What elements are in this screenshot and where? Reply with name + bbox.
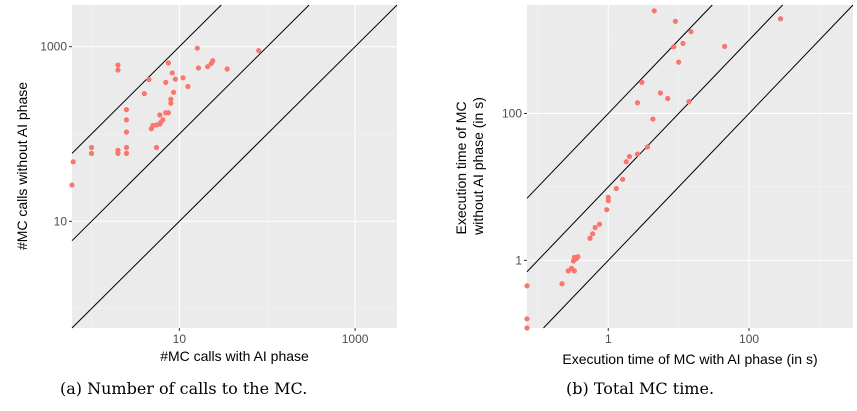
caption-a: (a) Number of calls to the MC. <box>60 379 307 398</box>
data-point <box>205 64 211 70</box>
data-point <box>194 45 200 51</box>
data-point <box>672 18 679 24</box>
data-point <box>170 89 177 95</box>
y-axis-title-b-line-2: without AI phase (in s) <box>470 97 486 236</box>
data-point <box>168 96 174 102</box>
data-point <box>680 40 686 47</box>
data-point <box>256 48 262 54</box>
data-point <box>590 231 596 237</box>
reference-line <box>71 4 398 329</box>
data-point <box>571 268 577 274</box>
reference-line <box>543 4 854 329</box>
data-point <box>160 117 166 123</box>
reference-lines-b <box>526 4 854 329</box>
y-tick-labels-a: 10 1000 <box>40 40 72 228</box>
data-point <box>88 150 95 156</box>
x-axis-title-b: Execution time of MC with AI phase (in s… <box>562 351 817 367</box>
x-tick-label: 100 <box>739 332 759 346</box>
data-point <box>651 8 657 14</box>
data-point <box>524 325 530 331</box>
data-point <box>88 144 95 151</box>
data-points-a <box>69 45 262 188</box>
x-tick-label: 10 <box>173 332 187 346</box>
data-point <box>123 150 130 156</box>
caption-b: (b) Total MC time. <box>566 379 714 398</box>
reference-line <box>526 4 713 199</box>
data-point <box>185 83 191 90</box>
data-point <box>123 144 130 151</box>
data-point <box>168 100 174 106</box>
data-point <box>115 62 121 68</box>
data-point <box>524 283 530 289</box>
data-point <box>626 153 633 160</box>
data-points-b <box>524 8 784 331</box>
data-point <box>644 144 651 150</box>
data-point <box>169 70 175 76</box>
data-point <box>70 159 76 165</box>
data-point <box>686 99 692 105</box>
data-point <box>639 79 645 86</box>
data-point <box>559 281 565 287</box>
x-tick-labels-a: 10 1000 <box>173 328 369 346</box>
data-point <box>141 91 147 97</box>
data-point <box>688 29 694 35</box>
data-point <box>722 43 728 49</box>
data-point <box>172 76 178 82</box>
y-axis-title-b: Execution time of MC without AI phase (i… <box>453 97 486 236</box>
data-point <box>665 95 671 102</box>
data-point <box>634 151 641 157</box>
y-tick-label: 1000 <box>40 40 67 54</box>
data-point <box>115 67 121 73</box>
data-point <box>634 100 641 106</box>
data-point <box>157 112 163 118</box>
data-point <box>623 159 629 165</box>
data-point <box>153 144 160 151</box>
data-point <box>195 65 202 71</box>
data-point <box>671 44 677 50</box>
data-point <box>676 59 682 65</box>
data-point <box>613 185 619 192</box>
data-point <box>777 16 784 22</box>
data-point <box>587 235 593 241</box>
data-point <box>210 58 216 64</box>
data-point <box>123 107 130 113</box>
data-point <box>596 221 603 227</box>
data-point <box>180 75 186 81</box>
data-point <box>605 194 611 201</box>
y-tick-label: 100 <box>502 106 522 120</box>
y-tick-label: 1 <box>515 253 522 267</box>
x-tick-label: 1000 <box>342 332 369 346</box>
y-axis-title-b-line-1: Execution time of MC <box>453 101 469 234</box>
data-point <box>115 147 121 153</box>
data-point <box>146 76 152 83</box>
x-tick-label: 1 <box>605 332 612 346</box>
data-point <box>165 60 171 66</box>
data-point <box>69 182 75 188</box>
plot-area-b <box>527 5 853 328</box>
data-point <box>575 254 581 260</box>
data-point <box>650 116 656 122</box>
x-tick-labels-b: 1 100 <box>605 328 759 346</box>
reference-line <box>526 4 783 273</box>
y-axis-title-a: #MC calls without AI phase <box>14 82 30 250</box>
y-tick-label: 10 <box>54 214 68 228</box>
data-point <box>604 207 610 213</box>
reference-line <box>71 4 310 242</box>
data-point <box>620 176 626 182</box>
data-point <box>657 90 663 96</box>
data-point <box>165 110 171 116</box>
chart-b: 1 100 1 100 Execution time of MC with AI p… <box>453 4 854 398</box>
gridlines-b <box>527 5 853 328</box>
data-point <box>592 224 598 231</box>
data-point <box>524 316 530 322</box>
data-point <box>163 79 169 85</box>
gridlines-a <box>72 5 397 328</box>
x-axis-title-a: #MC calls with AI phase <box>160 348 309 364</box>
y-tick-labels-b: 1 100 <box>502 106 527 267</box>
data-point <box>123 117 130 123</box>
data-point <box>224 66 230 72</box>
data-point <box>123 129 130 135</box>
chart-a: 10 1000 10 1000 #MC calls with AI phase #M… <box>14 4 398 398</box>
